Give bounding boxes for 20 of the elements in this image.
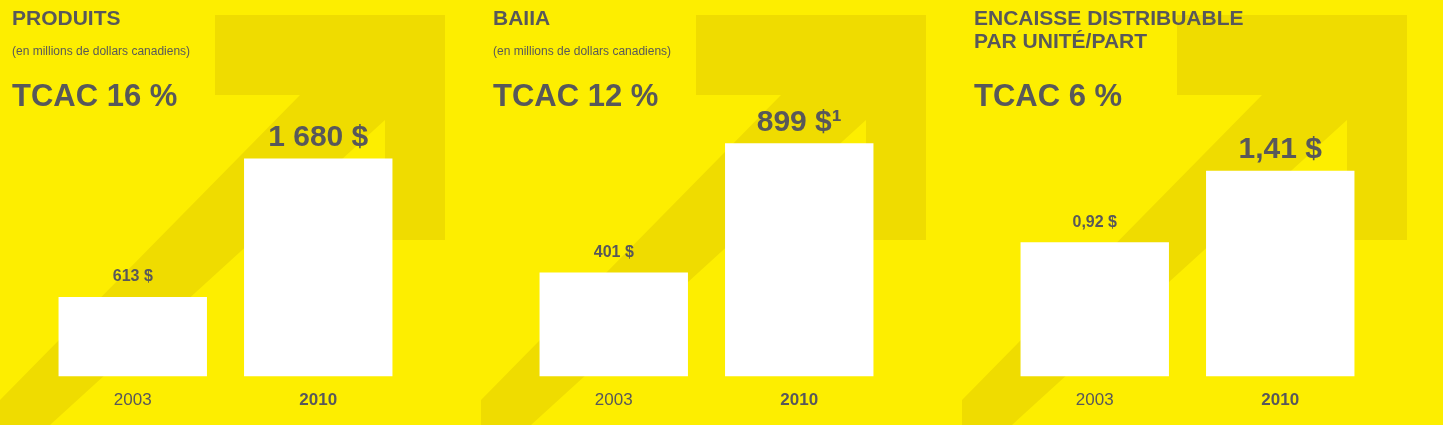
- chart-subtitle: (en millions de dollars canadiens): [12, 44, 191, 58]
- chart-title: BAIIA: [493, 6, 552, 29]
- x-tick-label: 2003: [1075, 390, 1114, 410]
- data-label: 613 $: [112, 267, 153, 285]
- data-label: 1 680 $: [268, 118, 369, 152]
- text: TCAC 6 %: [974, 78, 1123, 114]
- x-tick-label: 2010: [1261, 390, 1300, 410]
- x-tick-label: 2003: [594, 390, 633, 410]
- text: TCAC 12 %: [493, 78, 659, 114]
- x-tick-label: 2003: [113, 390, 152, 410]
- x-tick-label: 2010: [780, 390, 819, 410]
- text: TCAC 16 %: [12, 78, 178, 114]
- chart-title: ENCAISSE DISTRIBUABLE PAR UNITÉ/PART: [974, 6, 1245, 52]
- chart-subtitle: (en millions de dollars canadiens): [493, 44, 672, 58]
- data-label: 1,41 $: [1238, 131, 1323, 165]
- data-label: 401 $: [593, 242, 634, 260]
- data-label: 899 $¹: [756, 103, 842, 137]
- x-tick-label: 2010: [299, 390, 338, 410]
- chart-title: PRODUITS: [12, 6, 122, 29]
- data-label: 0,92 $: [1072, 212, 1118, 230]
